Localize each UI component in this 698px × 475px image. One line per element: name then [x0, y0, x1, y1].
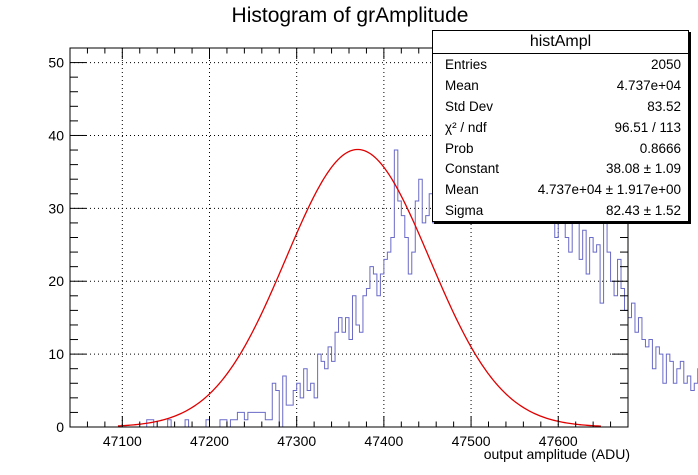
stats-row-value: 4.737e+04 ± 1.917e+00 — [537, 182, 681, 198]
stats-row-label: Entries — [445, 57, 488, 72]
stats-row: Prob 0.8666 — [433, 138, 688, 159]
x-tick-label: 47600 — [539, 433, 578, 449]
stats-row-label: Constant — [445, 161, 500, 177]
stats-row-value: 82.43 ± 1.52 — [606, 203, 681, 219]
y-tick-label: 0 — [56, 419, 64, 435]
stats-row: χ² / ndf 96.51 / 113 — [433, 117, 688, 138]
stats-row: Mean 4.737e+04 — [433, 75, 688, 96]
x-tick-label: 47200 — [190, 433, 229, 449]
y-tick-label: 20 — [48, 273, 64, 289]
stats-row-value: 83.52 — [647, 98, 681, 114]
y-tick-label: 50 — [48, 55, 64, 71]
x-axis-label: output amplitude (ADU) — [483, 446, 630, 462]
stats-box: histAmpl Entries 2050 Mean 4.737e+04 Std Dev… — [432, 30, 689, 222]
stats-row: Std Dev 83.52 — [433, 96, 688, 117]
stats-row-value: 96.51 / 113 — [614, 119, 681, 135]
y-tick-label: 30 — [48, 200, 64, 216]
stats-row-label: Mean — [445, 77, 479, 93]
stats-rows: Entries 2050 Mean 4.737e+04 Std Dev 83.52 χ² /… — [433, 54, 688, 221]
stats-row-label: Mean — [445, 182, 479, 198]
stats-row-label: χ² / ndf — [445, 119, 487, 135]
x-tick-label: 47400 — [364, 433, 403, 449]
stats-row-label: Prob — [445, 140, 474, 156]
stats-row-value: 38.08 ± 1.09 — [606, 161, 681, 177]
stats-row: Sigma 82.43 ± 1.52 — [433, 200, 688, 221]
y-tick-label: 40 — [48, 127, 64, 143]
x-tick-label: 47500 — [452, 433, 491, 449]
stats-row: Mean 4.737e+04 ± 1.917e+00 — [433, 179, 688, 200]
stats-row-value: 0.8666 — [639, 140, 681, 156]
stats-row-value: 4.737e+04 — [616, 77, 681, 93]
y-tick-label: 10 — [48, 346, 64, 362]
stats-row: Entries 2050 — [433, 54, 688, 75]
x-tick-label: 47300 — [277, 433, 316, 449]
x-tick-label: 47100 — [103, 433, 142, 449]
stats-title: histAmpl — [433, 31, 688, 54]
stats-row-label: Std Dev — [445, 98, 494, 114]
stats-row-label: Sigma — [445, 203, 484, 219]
chart-title: Histogram of grAmplitude — [231, 4, 469, 27]
stats-row-value: 2050 — [650, 57, 681, 72]
stats-row: Constant 38.08 ± 1.09 — [433, 158, 688, 179]
gaussian-fit-line — [117, 148, 601, 427]
